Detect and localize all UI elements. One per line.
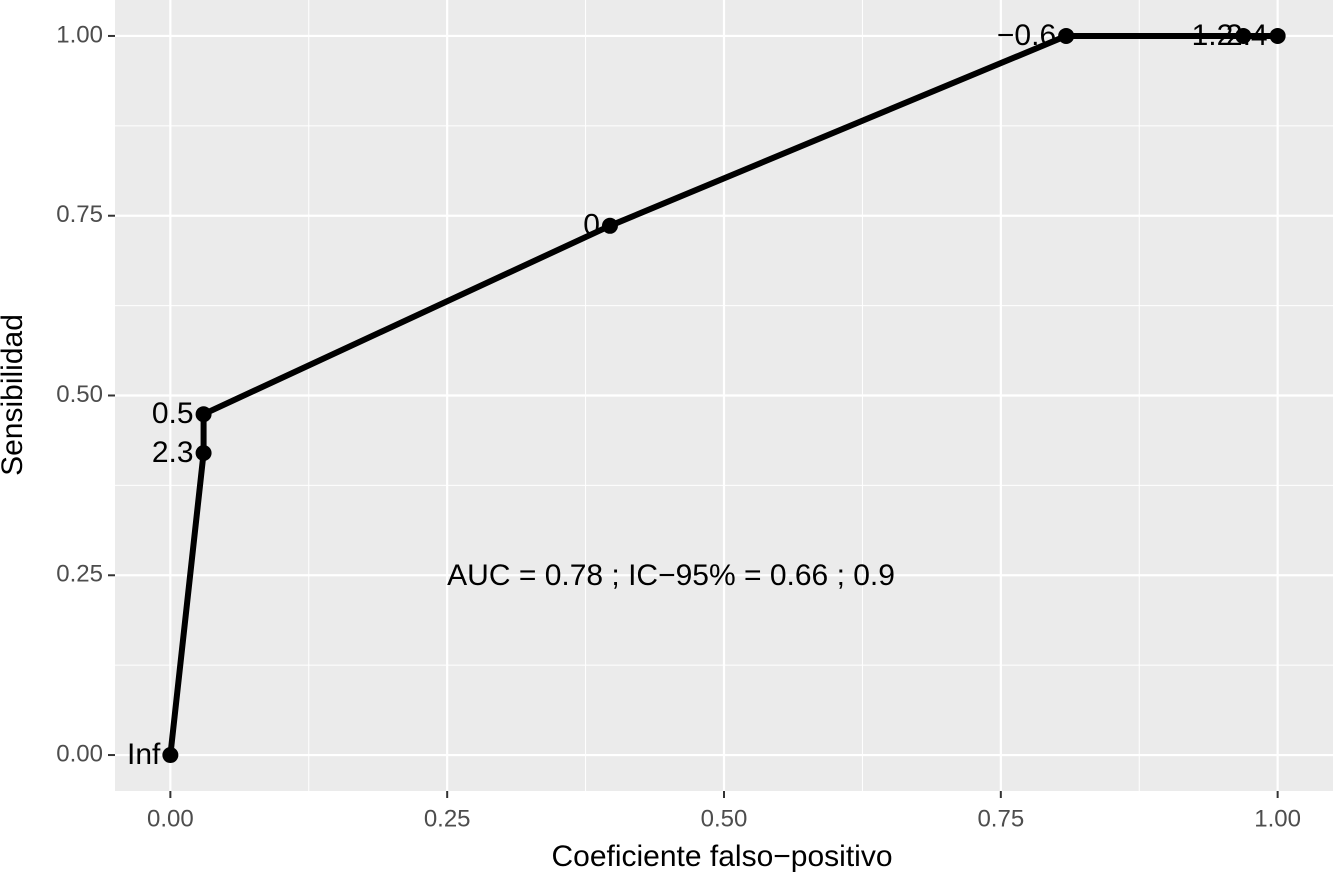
point-label: 2.3 <box>152 436 194 469</box>
point-label: 0 <box>583 209 600 242</box>
x-tick-label: 0.00 <box>147 805 194 832</box>
x-tick-label: 1.00 <box>1254 805 1301 832</box>
x-tick-label: 0.25 <box>424 805 471 832</box>
point <box>601 217 618 234</box>
point-label: Inf <box>127 738 161 771</box>
x-tick-label: 0.75 <box>977 805 1024 832</box>
y-tick-label: 0.25 <box>56 561 103 588</box>
point-label: 1.2 <box>1192 19 1234 52</box>
y-tick-label: 0.00 <box>56 740 103 767</box>
point <box>1235 27 1252 44</box>
point <box>1058 27 1075 44</box>
point <box>1269 27 1286 44</box>
y-tick-label: 0.75 <box>56 201 103 228</box>
point <box>162 747 179 764</box>
y-axis-title: Sensibilidad <box>0 314 29 476</box>
x-axis-title: Coeficiente falso−positivo <box>551 840 892 873</box>
x-tick-label: 0.50 <box>701 805 748 832</box>
y-tick-label: 1.00 <box>56 21 103 48</box>
annotation: AUC = 0.78 ; IC−95% = 0.66 ; 0.9 <box>447 559 895 592</box>
point <box>195 406 212 423</box>
point-label: 0.5 <box>152 397 194 430</box>
y-tick-label: 0.50 <box>56 381 103 408</box>
point <box>195 445 212 462</box>
point-label: 2.4 <box>1226 19 1268 52</box>
point-label: −0.6 <box>997 19 1056 52</box>
